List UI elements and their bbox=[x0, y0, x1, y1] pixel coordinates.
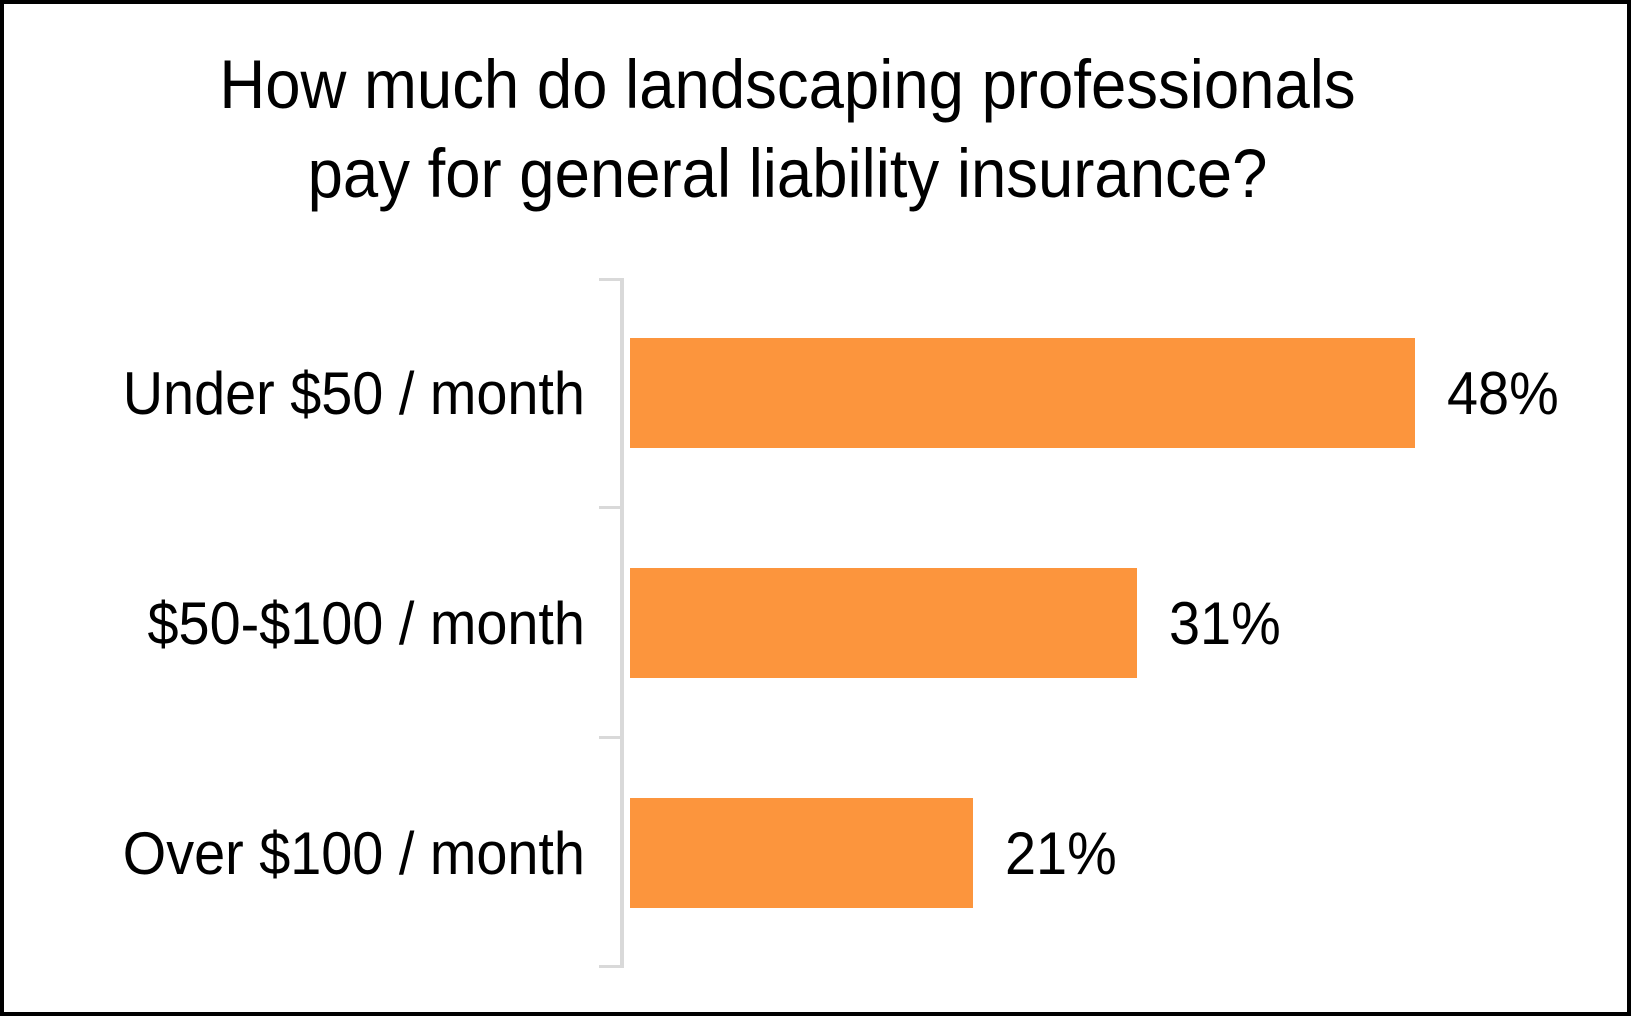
axis-tick-lower-middle bbox=[599, 736, 620, 739]
category-axis-line bbox=[620, 278, 624, 968]
axis-tick-top bbox=[599, 278, 620, 281]
category-label-under-50: Under $50 / month bbox=[122, 359, 585, 427]
bar-over-100 bbox=[630, 798, 974, 908]
bar-rows: Under $50 / month 48% $50-$100 / month 3… bbox=[4, 278, 1627, 968]
bar-row-over-100: Over $100 / month 21% bbox=[4, 738, 1627, 968]
category-label-over-100: Over $100 / month bbox=[122, 819, 585, 887]
value-label-50-100: 31% bbox=[1168, 589, 1281, 657]
bar-row-under-50: Under $50 / month 48% bbox=[4, 278, 1627, 508]
axis-tick-upper-middle bbox=[599, 506, 620, 509]
value-label-over-100: 21% bbox=[1005, 819, 1118, 887]
category-label-50-100: $50-$100 / month bbox=[147, 589, 585, 657]
bar-under-50 bbox=[630, 338, 1415, 448]
value-label-under-50: 48% bbox=[1446, 359, 1559, 427]
axis-tick-bottom bbox=[599, 965, 620, 968]
bar-row-50-100: $50-$100 / month 31% bbox=[4, 508, 1627, 738]
plot-area: Under $50 / month 48% $50-$100 / month 3… bbox=[4, 278, 1627, 968]
bar-50-100 bbox=[630, 568, 1137, 678]
chart-title: How much do landscaping professionals pa… bbox=[4, 40, 1571, 218]
chart-title-line-1: How much do landscaping professionals bbox=[219, 46, 1356, 123]
chart-title-line-2: pay for general liability insurance? bbox=[307, 135, 1268, 212]
